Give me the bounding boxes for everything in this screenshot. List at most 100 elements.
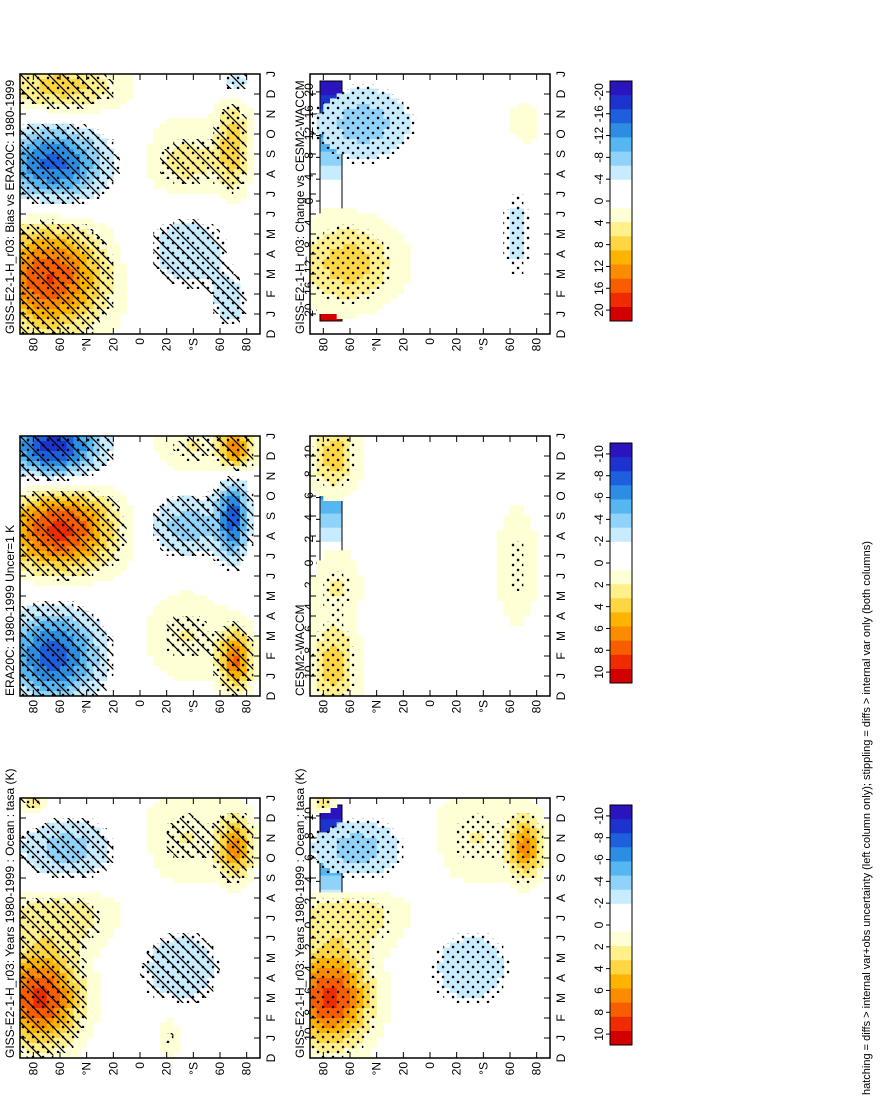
stipple-cell: [383, 918, 391, 923]
hatch-cell: [73, 923, 81, 928]
stipple-cell: [463, 968, 471, 973]
colorbar-tick-label: 4: [592, 965, 606, 972]
heatmap-cell: [193, 655, 201, 661]
heatmap-cell: [86, 1002, 94, 1008]
hatch-cell: [193, 848, 201, 853]
heatmap-cell: [476, 877, 484, 883]
heatmap-cell: [93, 902, 101, 908]
hatch-cell: [40, 1033, 47, 1038]
heatmap-cell: [20, 892, 28, 898]
heatmap-cell: [160, 827, 168, 833]
heatmap-cell: [246, 620, 254, 626]
heatmap-cell: [93, 987, 101, 993]
hatch-cell: [193, 943, 201, 948]
heatmap-cell: [100, 912, 108, 918]
hatch-cell: [213, 828, 221, 833]
stipple-cell: [490, 853, 497, 858]
heatmap-cell: [376, 897, 384, 903]
stipple-cell: [350, 943, 357, 948]
panel-title: GISS-E2-1-H_r03: Years 1980-1999 : Ocean…: [3, 769, 17, 1059]
hatch-cell: [66, 868, 74, 873]
hatch-cell: [186, 938, 194, 943]
stipple-cell: [470, 833, 477, 838]
stipple-cell: [316, 963, 324, 968]
hatch-cell: [240, 873, 247, 878]
heatmap-cell: [93, 947, 101, 953]
stipple-cell: [530, 813, 537, 818]
hatch-cell: [60, 1018, 67, 1023]
heatmap-cell: [186, 670, 194, 676]
hatch-cell: [193, 953, 201, 958]
hatch-cell: [173, 853, 181, 858]
stipple-cell: [470, 988, 477, 993]
hatch-cell: [53, 1013, 61, 1018]
heatmap-cell: [396, 902, 404, 908]
hatch-cell: [153, 983, 161, 988]
hatch-cell: [86, 863, 94, 868]
stipple-cell: [363, 983, 371, 988]
hatch-cell: [33, 968, 41, 973]
heatmap-cell: [193, 605, 201, 611]
hatch-cell: [73, 948, 81, 953]
hatch-cell: [86, 923, 94, 928]
hatch-cell: [186, 978, 194, 983]
hatch-cell: [233, 868, 241, 873]
hatch-cell: [20, 1013, 27, 1018]
stipple-cell: [350, 1043, 357, 1048]
hatch-cell: [186, 943, 194, 948]
heatmap-cell: [160, 1037, 168, 1043]
heatmap-cell: [483, 872, 491, 878]
stipple-cell: [483, 958, 491, 963]
stipple-cell: [450, 978, 457, 983]
hatch-cell: [46, 1038, 54, 1043]
hatch-cell: [233, 828, 241, 833]
colorbar-swatch: [610, 875, 632, 890]
stipple-cell: [490, 983, 497, 988]
stipple-cell: [323, 848, 331, 853]
heatmap-cell: [146, 615, 154, 621]
heatmap-cell: [496, 802, 504, 808]
heatmap-cell: [443, 847, 451, 853]
stipple-cell: [483, 938, 491, 943]
stipple-cell: [323, 803, 331, 808]
heatmap-cell: [113, 560, 121, 566]
stipple-cell: [350, 1023, 357, 1028]
stipple-cell: [343, 903, 351, 908]
stipple-cell: [323, 858, 331, 863]
heatmap-cell: [160, 650, 168, 656]
heatmap-cell: [206, 660, 214, 666]
heatmap-cell: [233, 802, 241, 808]
stipple-cell: [490, 958, 497, 963]
heatmap-cell: [100, 902, 108, 908]
heatmap-cell: [376, 967, 384, 973]
stipple-cell: [343, 913, 351, 918]
hatch-cell: [46, 838, 54, 843]
hatch-cell: [66, 928, 74, 933]
heatmap-cell: [336, 892, 344, 898]
heatmap-cell: [200, 615, 208, 621]
heatmap-cell: [73, 1047, 81, 1053]
stipple-cell: [483, 953, 491, 958]
hatch-cell: [53, 1023, 61, 1028]
stipple-cell: [356, 908, 364, 913]
hatch-cell: [26, 988, 34, 993]
hatch-cell: [160, 963, 167, 968]
stipple-cell: [390, 828, 397, 833]
hatch-cell: [180, 823, 187, 828]
hatch-cell: [53, 828, 61, 833]
heatmap-cell: [490, 817, 498, 823]
hatch-cell: [166, 1038, 174, 1043]
stipple-cell: [530, 853, 537, 858]
heatmap-cell: [113, 922, 121, 928]
stipple-cell: [356, 1018, 364, 1023]
colorbar-tick-label: 6: [592, 987, 606, 994]
stipple-cell: [370, 993, 377, 998]
stipple-cell: [316, 953, 324, 958]
stipple-cell: [336, 993, 344, 998]
hatch-cell: [233, 878, 241, 883]
heatmap-cell: [153, 615, 161, 621]
heatmap-cell: [106, 575, 114, 581]
hatch-cell: [86, 928, 94, 933]
hatch-cell: [100, 828, 107, 833]
heatmap-cell: [226, 887, 234, 893]
